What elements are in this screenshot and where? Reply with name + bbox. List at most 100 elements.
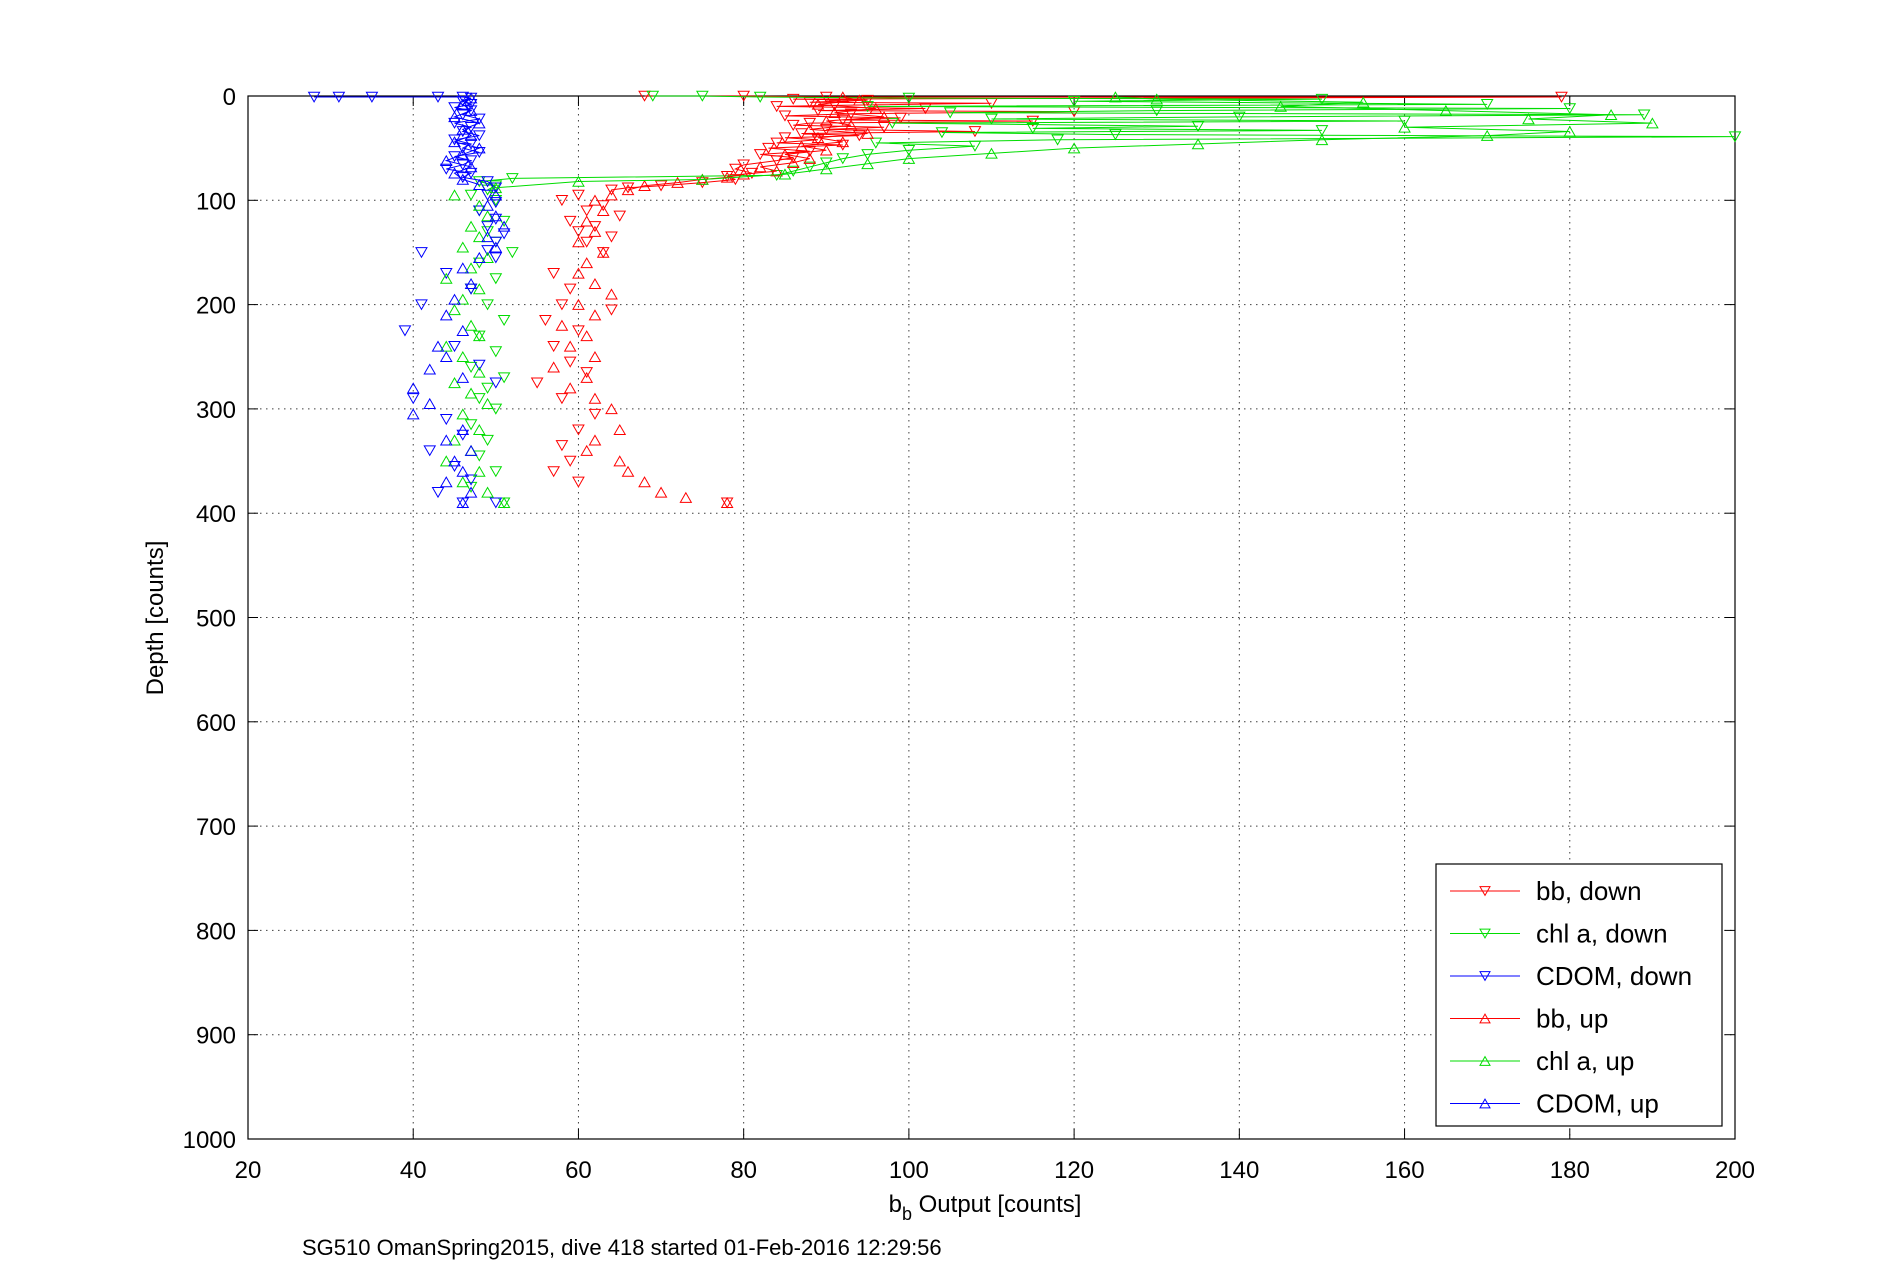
data-point [654, 180, 668, 192]
data-point [1067, 142, 1081, 154]
data-point [547, 466, 561, 478]
data-point [819, 144, 833, 156]
data-point [1191, 120, 1205, 133]
data-point [1728, 131, 1742, 143]
data-point [439, 309, 453, 321]
data-point [605, 403, 618, 415]
legend-marker [1479, 1098, 1491, 1109]
data-point [861, 94, 874, 106]
data-point [737, 168, 751, 180]
data-layer [307, 90, 1742, 509]
data-point [852, 130, 866, 142]
data-point [1646, 117, 1659, 129]
labels: bb Output [counts] Depth [counts] SG510 … [142, 541, 1081, 1260]
data-point [448, 293, 461, 305]
data-point [886, 117, 899, 129]
data-point [877, 122, 891, 134]
data-point [580, 444, 594, 456]
data-point [671, 176, 684, 188]
data-point [572, 298, 585, 310]
data-point [1191, 138, 1205, 150]
data-point [770, 101, 784, 113]
data-point [811, 131, 825, 144]
data-point [448, 111, 461, 123]
y-tick-label: 400 [196, 501, 236, 528]
data-point [770, 165, 784, 177]
data-point [448, 341, 461, 353]
data-point [472, 147, 486, 159]
data-point [456, 123, 470, 135]
data-point [332, 91, 346, 103]
data-point [580, 205, 594, 217]
data-point [836, 153, 850, 165]
data-point [1026, 123, 1040, 135]
data-point [456, 159, 470, 171]
y-tick-label: 600 [196, 710, 236, 737]
series-3 [547, 91, 891, 509]
data-point [811, 134, 825, 146]
data-point [646, 90, 660, 102]
legend-box [1435, 863, 1723, 1127]
data-point [472, 465, 486, 477]
data-point [720, 496, 734, 509]
data-point [588, 350, 602, 363]
data-point [481, 231, 494, 243]
data-point [439, 476, 453, 488]
data-point [472, 330, 486, 342]
data-point [415, 299, 428, 311]
data-point [753, 161, 767, 173]
data-point [489, 346, 503, 358]
data-point [563, 340, 577, 352]
data-point [580, 215, 594, 227]
data-point [605, 184, 618, 196]
data-point [1026, 115, 1040, 127]
x-tick-label: 200 [1715, 1157, 1755, 1184]
data-point [555, 299, 569, 311]
data-point [472, 423, 486, 436]
data-point [448, 167, 461, 179]
data-point [307, 91, 321, 103]
data-point [563, 283, 577, 295]
data-point [613, 455, 627, 467]
data-point [439, 272, 453, 284]
data-point [481, 382, 494, 394]
data-point [472, 231, 486, 243]
data-point [489, 497, 503, 509]
data-point [464, 104, 478, 116]
data-point [423, 363, 437, 375]
data-point [580, 371, 594, 383]
x-tick-label: 40 [400, 1157, 427, 1184]
data-point [481, 251, 494, 263]
data-point [1398, 115, 1411, 127]
data-point [580, 257, 594, 269]
data-point [1480, 99, 1494, 111]
data-point [448, 134, 461, 146]
data-point [1315, 93, 1329, 105]
data-point [803, 152, 817, 164]
data-point [1522, 113, 1535, 125]
data-point [778, 148, 792, 160]
data-point [1232, 111, 1246, 123]
data-point [481, 245, 494, 257]
y-tick-label: 300 [196, 397, 236, 424]
data-point [588, 194, 602, 206]
data-point [563, 455, 577, 467]
y-tick-label: 900 [196, 1023, 236, 1050]
data-point [1315, 134, 1329, 146]
legend-label: bb, up [1536, 1004, 1608, 1034]
data-point [588, 434, 602, 446]
data-point [770, 155, 784, 167]
data-point [588, 309, 602, 321]
data-point [1356, 96, 1370, 108]
data-point [555, 319, 569, 331]
data-point [580, 367, 594, 379]
data-point [786, 152, 800, 164]
data-point [588, 225, 602, 237]
data-point [679, 491, 693, 503]
data-point [621, 465, 635, 477]
data-point [472, 142, 486, 154]
data-point [753, 149, 767, 161]
data-point [431, 91, 445, 103]
data-point [489, 241, 503, 253]
data-point [572, 189, 585, 201]
